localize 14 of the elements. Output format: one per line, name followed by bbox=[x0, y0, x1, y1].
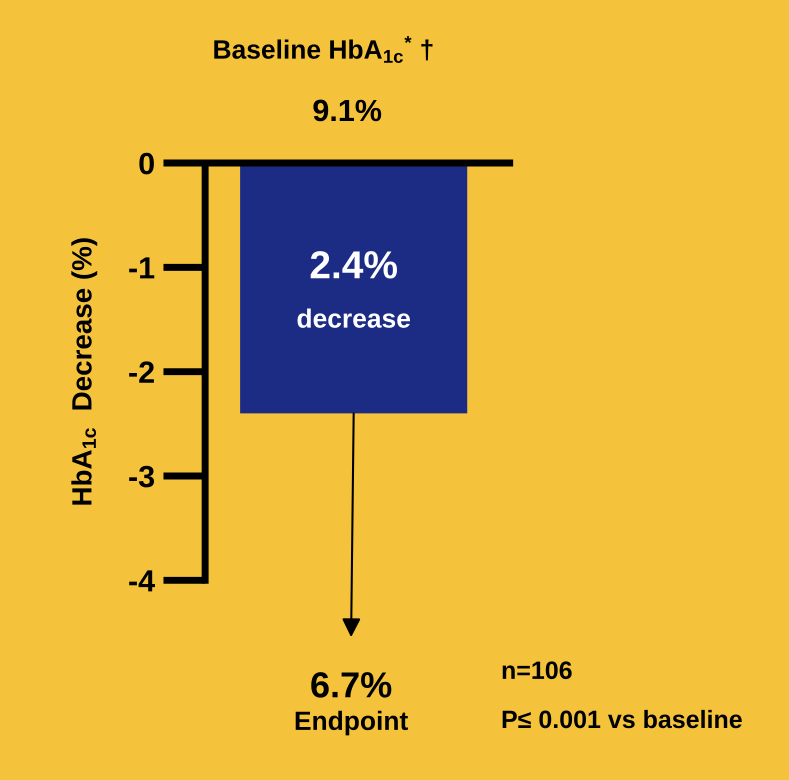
y-tick-label: -1 bbox=[129, 257, 154, 278]
text: Endpoint bbox=[296, 710, 408, 736]
annotation: 2.4% bbox=[310, 251, 397, 279]
y-tick-label: -4 bbox=[129, 570, 155, 592]
annotation: decrease bbox=[298, 308, 410, 328]
chart-subtitle: 9.1% bbox=[313, 100, 382, 122]
y-tick-label: -2 bbox=[129, 361, 154, 383]
chart-title: Baseline HbA$_{1c}$$^{*}$ † bbox=[214, 36, 432, 63]
text: P≤ 0.001 vs baseline bbox=[502, 710, 742, 728]
y-axis-title: HbA$_{1c}$ Decrease (%) bbox=[71, 238, 98, 505]
text: n=106 bbox=[502, 661, 572, 680]
y-tick-label: -3 bbox=[129, 466, 154, 488]
text: 6.7% bbox=[311, 672, 392, 698]
y-tick-label: 0 bbox=[139, 152, 154, 174]
